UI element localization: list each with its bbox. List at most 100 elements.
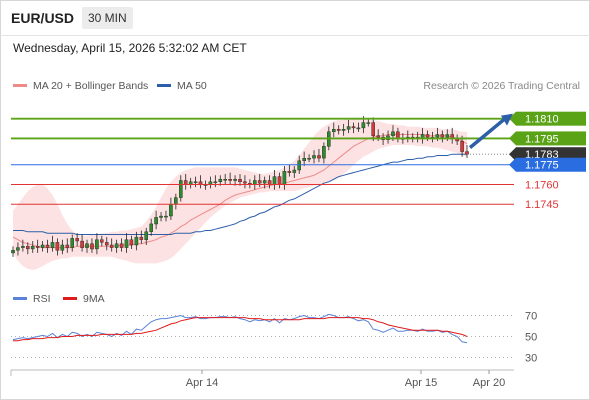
ma50-swatch [157,83,171,87]
candle-up [361,122,366,129]
level-tag-pointer [509,147,516,162]
candle-up [178,180,183,198]
candle-up [149,223,154,232]
candle-down [109,244,114,248]
timeframe-badge[interactable]: 30 MIN [82,7,133,29]
candle-up [252,180,257,185]
candle-down [440,134,445,138]
legend-9ma: 9MA [63,293,105,305]
bollinger-band-area [13,118,467,270]
rsi-series-9ma [13,317,468,342]
candle-up [332,128,336,132]
candle-up [11,250,15,254]
ma50-label: MA 50 [177,80,207,92]
ma9-label: 9MA [83,293,105,305]
candle-down [376,135,381,138]
level-tag-resistance [516,131,586,146]
level-tag-pivot [516,157,586,172]
level-tag-pointer [509,131,516,146]
candle-down [80,240,84,248]
candle-down [371,122,376,136]
candle-up [16,247,20,251]
candle-up [292,169,297,173]
candle-down [257,180,262,184]
ma20-swatch [13,83,27,87]
candle-up [346,126,351,130]
candle-down [396,131,400,139]
candle-up [169,203,173,217]
x-tick-label: Apr 20 [473,377,505,389]
ma9-swatch [63,296,77,300]
candle-down [90,243,94,250]
legend-rsi: RSI [13,293,51,305]
ma50-line [13,153,467,235]
rsi-label: RSI [33,293,51,305]
candle-down [317,155,321,159]
candle-up [312,155,316,159]
candle-up [70,238,74,248]
candle-up [435,134,440,138]
candle-up [21,246,25,248]
candle-up [213,181,218,184]
level-tag-current [516,147,586,162]
candle-up [356,127,361,130]
level-label-resistance: 1.1795 [525,133,559,145]
candle-up [391,131,395,136]
candle-down [139,236,144,240]
candle-down [287,171,292,173]
chart-datetime: Wednesday, April 15, 2026 5:32:02 AM CET [13,41,247,55]
candle-down [65,244,70,248]
legend-ma20: MA 20 + Bollinger Bands [13,80,148,92]
header-divider [0,35,590,36]
candle-up [30,246,35,250]
candle-down [119,243,124,248]
candle-down [336,128,341,131]
rsi-swatch [13,296,27,300]
candle-up [341,128,346,131]
candle-up [282,171,287,185]
level-label-resistance: 1.1810 [525,114,559,126]
candle-down [243,181,247,184]
level-label-support: 1.1745 [525,199,559,211]
candle-up [233,178,237,181]
candle-up [154,217,158,225]
candle-up [95,239,99,250]
candle-down [238,178,242,182]
candle-down [183,180,188,185]
candle-up [144,231,149,240]
projection-arrow-shaft [468,117,507,149]
candle-down [228,178,232,181]
candle-up [40,244,45,248]
candle-down [351,126,356,129]
x-tick-label: Apr 14 [186,377,218,389]
candle-up [173,197,178,205]
legend-ma50: MA 50 [157,80,207,92]
rsi-tick-label: 70 [525,311,537,323]
candle-up [223,178,228,181]
candle-down [460,140,464,152]
candle-down [267,180,272,185]
candle-down [75,238,79,242]
projection-arrow-head [501,113,513,126]
candle-up [302,157,307,161]
candle-up [60,244,65,251]
x-tick-label: Apr 15 [405,377,437,389]
level-label-support: 1.1760 [525,179,559,191]
candle-up [445,134,450,138]
candle-up [272,176,277,185]
level-label-pivot: 1.1775 [525,160,559,172]
candle-down [26,246,30,250]
candle-up [262,180,267,184]
candle-up [366,122,371,124]
candle-up [307,157,311,160]
candle-down [465,151,469,155]
candle-up [50,242,55,248]
rsi-series-rsi [12,313,468,344]
candle-up [322,146,326,159]
candle-up [85,243,89,248]
candle-down [45,244,50,248]
ma20-label: MA 20 + Bollinger Bands [33,80,149,92]
candle-down [55,242,60,251]
candle-up [218,178,223,182]
rsi-tick-label: 50 [525,332,537,344]
